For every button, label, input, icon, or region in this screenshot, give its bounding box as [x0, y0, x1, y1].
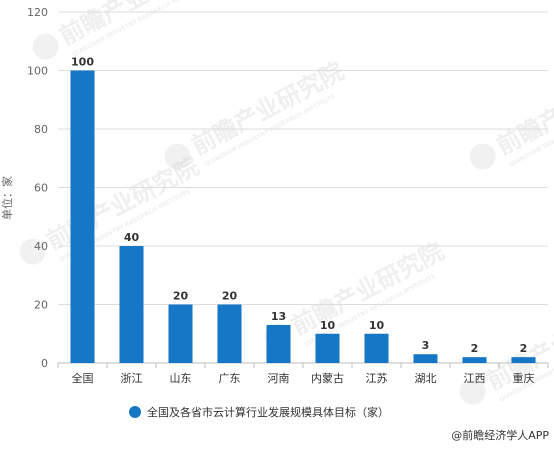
data-labels: 100 40 20 20 13 10 10 3 2 2 — [71, 56, 527, 356]
y-tick-label: 120 — [27, 6, 48, 19]
x-tick-label: 江苏 — [366, 372, 388, 385]
watermark-logo: 前瞻产业研究院 QIANZHAN INDUSTRY RESEARCH INSTI… — [19, 152, 203, 265]
bar — [462, 357, 487, 363]
bar — [315, 333, 340, 363]
x-tick-label: 广东 — [219, 372, 241, 385]
y-tick-label: 0 — [41, 357, 48, 370]
legend-marker — [129, 406, 141, 418]
data-label: 2 — [520, 342, 528, 355]
bars — [70, 70, 536, 363]
legend-label: 全国及各省市云计算行业发展规模具体目标（家） — [147, 405, 389, 419]
y-tick-label: 40 — [34, 240, 48, 253]
bar — [413, 354, 438, 363]
data-label: 10 — [369, 319, 385, 332]
watermark-logo-mark — [469, 143, 496, 170]
x-tick-label: 湖北 — [415, 372, 437, 385]
gridlines — [58, 11, 548, 305]
x-tick-label: 河南 — [268, 372, 290, 385]
bar — [266, 324, 291, 363]
data-label: 2 — [471, 342, 479, 355]
watermark-brand-text: 前瞻产业研究院 — [287, 237, 448, 341]
x-tick-label: 重庆 — [513, 371, 535, 385]
watermark-logo-mark — [164, 143, 191, 170]
y-tick-label: 100 — [27, 65, 48, 78]
watermark-logo-mark — [459, 378, 486, 405]
watermark-logo-mark — [32, 33, 59, 60]
watermark-logo: 前瞻产业研究院 QIANZHAN INDUSTRY RESEARCH INSTI… — [469, 57, 554, 170]
bar — [511, 357, 536, 363]
x-tick-label: 全国 — [72, 371, 94, 385]
y-tick-label: 60 — [34, 182, 48, 195]
x-tick-label: 山东 — [170, 372, 192, 385]
y-tick-label: 80 — [34, 123, 48, 136]
watermark-logo: 前瞻产业研究院 QIANZHAN INDUSTRY RESEARCH INSTI… — [459, 292, 554, 405]
watermark-brand-text: 前瞻产业研究院 — [42, 152, 203, 256]
bar — [70, 70, 95, 363]
data-label: 10 — [320, 319, 336, 332]
data-label: 40 — [124, 231, 140, 244]
watermark-brand-text: 前瞻产业研究院 — [187, 57, 348, 161]
source-credit: @前瞻经济学人APP — [451, 428, 549, 442]
bar — [217, 304, 242, 363]
legend: 全国及各省市云计算行业发展规模具体目标（家） — [129, 405, 389, 419]
data-label: 3 — [422, 339, 430, 352]
data-label: 20 — [222, 290, 238, 303]
y-axis-title: 单位：家 — [0, 176, 14, 220]
data-label: 20 — [173, 290, 189, 303]
watermark-logo-mark — [19, 238, 46, 265]
bar — [119, 246, 144, 363]
x-tick-label: 浙江 — [121, 372, 143, 385]
data-label: 100 — [71, 56, 94, 69]
x-tick-label: 内蒙古 — [311, 371, 344, 385]
data-label: 13 — [271, 310, 286, 323]
y-tick-label: 20 — [34, 299, 48, 312]
watermark-logo: 前瞻产业研究院 QIANZHAN INDUSTRY RESEARCH INSTI… — [32, 0, 216, 60]
bar — [168, 304, 193, 363]
bar — [364, 333, 389, 363]
x-tick-label: 江西 — [464, 372, 486, 385]
